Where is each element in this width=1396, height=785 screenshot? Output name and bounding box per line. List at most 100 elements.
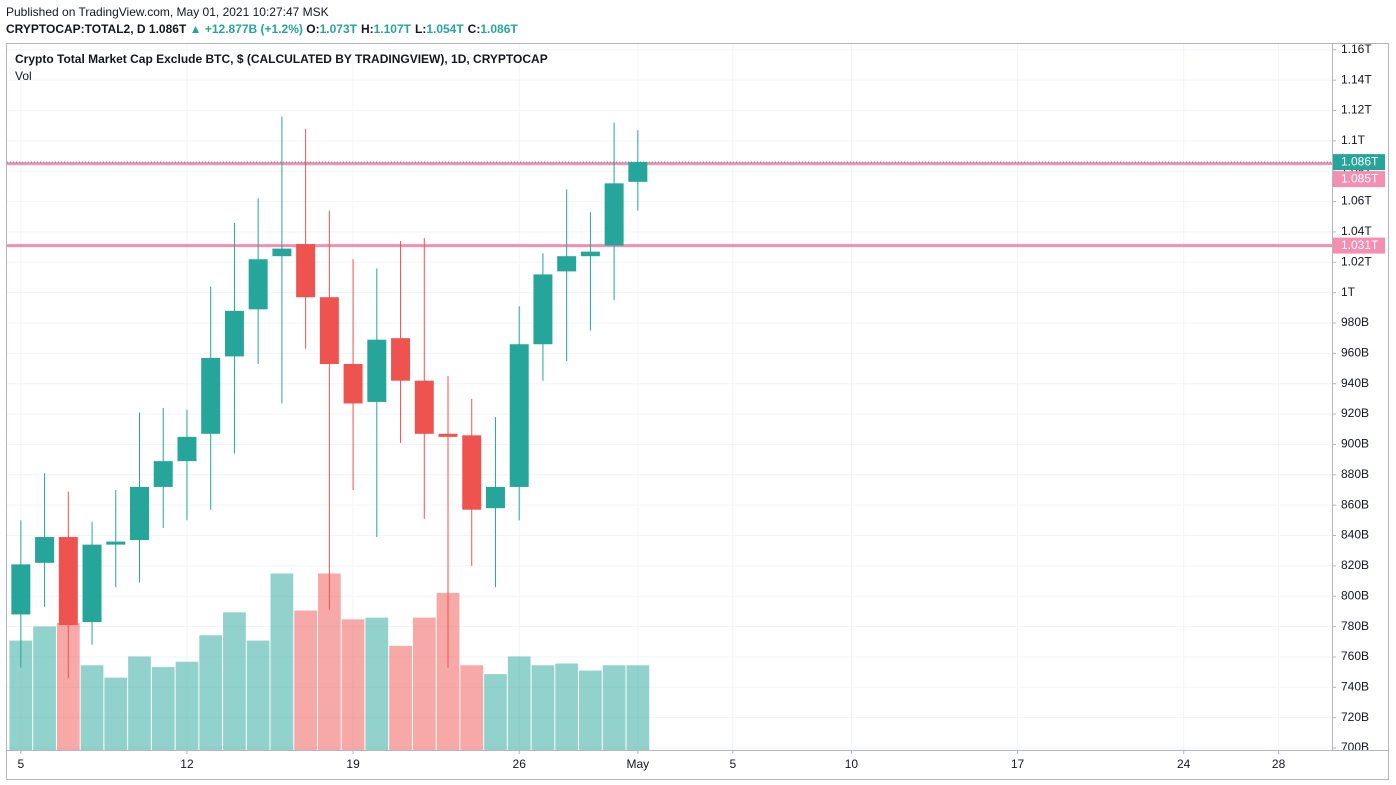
volume-bar	[80, 665, 104, 750]
price-tag	[1333, 154, 1385, 171]
volume-bar	[579, 670, 602, 750]
candle-body	[130, 486, 149, 541]
candle-body	[604, 183, 624, 246]
candle-body	[272, 248, 292, 257]
candle-body	[391, 338, 411, 381]
candle-body	[580, 251, 600, 257]
volume-bar	[294, 610, 317, 750]
change: ▲ +12.877B (+1.2%)	[189, 22, 303, 36]
x-tick-label: 10	[845, 757, 859, 771]
volume-bar	[199, 635, 223, 750]
y-tick-label: 1T	[1341, 285, 1356, 299]
x-tick-label: 19	[346, 757, 360, 771]
time-axis	[7, 750, 1388, 779]
published: Published on TradingView.com, May 01, 20…	[6, 5, 329, 19]
volume-bar	[56, 622, 80, 750]
x-tick-label: 5	[17, 757, 24, 771]
volume-bar	[412, 617, 436, 750]
candle-body	[35, 537, 55, 563]
volume-label: Vol	[15, 69, 32, 83]
volume-bar	[365, 617, 389, 750]
chart-title: Crypto Total Market Cap Exclude BTC, $ (…	[15, 52, 548, 66]
price-lines	[7, 161, 1332, 248]
volume-bar	[175, 661, 199, 750]
price-tag-label: 1.086T	[1341, 154, 1379, 168]
y-tick-label: 1.1T	[1341, 133, 1366, 147]
volume-bar	[151, 667, 175, 750]
volume-bar	[33, 626, 56, 750]
y-tick-label: 740B	[1341, 679, 1369, 693]
candle-body	[106, 541, 126, 545]
y-tick-label: 820B	[1341, 558, 1369, 572]
volume-bar	[246, 640, 270, 750]
ohlc-value: 1.107T	[373, 22, 411, 36]
x-tick-label: 17	[1011, 757, 1025, 771]
axes: 1.16T1.14T1.12T1.1T1.08T1.06T1.04T1.02T1…	[7, 42, 1388, 779]
y-tick-label: 900B	[1341, 437, 1369, 451]
candle-body	[153, 461, 173, 487]
volume-bar	[507, 656, 531, 750]
volume-bar	[104, 677, 128, 750]
candle-body	[201, 357, 221, 434]
volume	[9, 573, 650, 750]
y-tick-label: 1.14T	[1341, 72, 1372, 86]
volume-bar	[317, 573, 341, 750]
candle-body	[82, 544, 102, 623]
y-tick-label: 720B	[1341, 710, 1369, 724]
price-tag-label: 1.031T	[1341, 238, 1379, 252]
frame	[6, 43, 1389, 780]
y-tick-label: 1.06T	[1341, 194, 1372, 208]
candle-body	[557, 256, 577, 272]
ohlc-value: 1.073T	[319, 22, 357, 36]
ohlc-key: H:	[360, 22, 374, 36]
y-tick-label: 940B	[1341, 376, 1369, 390]
candle-body	[11, 564, 31, 615]
x-tick-label: May	[627, 757, 650, 771]
candle-body	[628, 162, 648, 182]
volume-bar	[602, 665, 626, 750]
ohlc-key: L:	[414, 22, 427, 36]
candle-body	[367, 339, 387, 402]
y-tick-label: 780B	[1341, 619, 1369, 633]
candle-body	[319, 297, 339, 364]
candle-body	[533, 274, 553, 345]
volume-bar	[9, 640, 33, 750]
y-tick-label: 800B	[1341, 588, 1369, 602]
candle-body	[438, 433, 458, 437]
y-tick-label: 1.16T	[1341, 42, 1372, 56]
y-tick-label: 760B	[1341, 649, 1369, 663]
volume-bar	[128, 656, 151, 750]
volume-bar	[270, 573, 294, 750]
ohlc-value: 1.054T	[426, 22, 464, 36]
y-tick-label: 960B	[1341, 346, 1369, 360]
x-tick-label: 26	[513, 757, 527, 771]
ohlc: O:1.073T H:1.107T L:1.054T C:1.086T	[306, 22, 521, 36]
volume-bar	[341, 619, 365, 750]
price-tag	[1333, 171, 1385, 188]
x-tick-label: 5	[729, 757, 736, 771]
ohlc-key: O:	[306, 22, 320, 36]
volume-bar	[223, 612, 246, 750]
y-tick-label: 980B	[1341, 315, 1369, 329]
ohlc-key: C:	[467, 22, 481, 36]
volume-bar	[531, 665, 555, 750]
y-tick-label: 840B	[1341, 528, 1369, 542]
candles	[11, 116, 648, 679]
symbol-line: CRYPTOCAP:TOTAL2, D 1.086T ▲ +12.877B (+…	[6, 22, 522, 36]
candle-body	[296, 244, 316, 298]
candle-body	[485, 486, 505, 509]
y-tick-label: 880B	[1341, 467, 1369, 481]
candle-body	[224, 310, 244, 357]
candle-body	[414, 380, 434, 434]
symbol: CRYPTOCAP:TOTAL2, D	[6, 22, 146, 36]
x-tick-label: 28	[1272, 757, 1286, 771]
volume-bar	[460, 665, 484, 750]
candle-body	[177, 436, 197, 462]
candle-body	[58, 537, 78, 626]
candle-body	[343, 363, 363, 404]
y-tick-label: 920B	[1341, 406, 1369, 420]
candle-body	[462, 435, 482, 510]
price-tag-label: 1.085T	[1341, 171, 1379, 185]
x-tick-label: 24	[1177, 757, 1191, 771]
